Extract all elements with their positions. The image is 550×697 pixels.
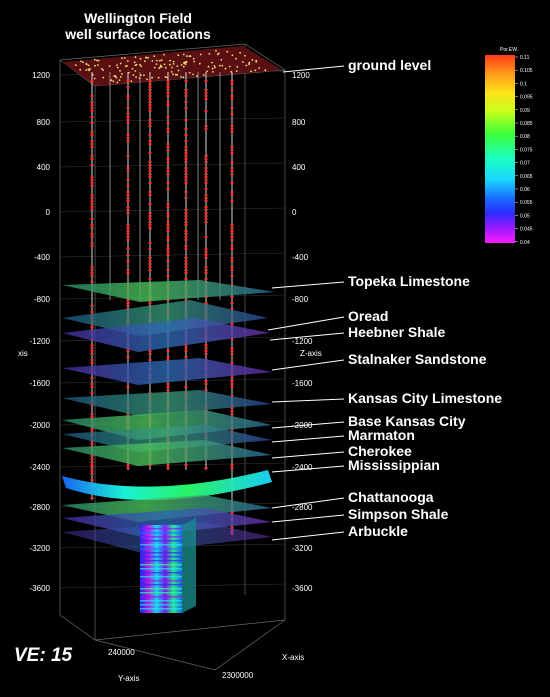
right-tick-label: -800 <box>292 295 309 304</box>
right-tick-label: 0 <box>292 208 297 217</box>
colorbar-ramp <box>485 55 515 243</box>
colorbar-tick: 0.11 <box>520 55 530 61</box>
figure-title: Wellington Field well surface locations <box>38 10 238 42</box>
colorbar-tick: 0.045 <box>520 227 533 233</box>
y-axis-label: Y-axis <box>118 674 140 683</box>
horizon-label: Kansas City Limestone <box>348 390 502 406</box>
surface-kansas-city <box>62 390 272 416</box>
colorbar: Por.EW. 0.11 0.105 0.1 0.095 0.09 0.085 0.08 0.… <box>485 47 533 246</box>
surface-oread <box>62 300 268 336</box>
colorbar-tick: 0.07 <box>520 161 530 167</box>
left-tick-label: -2800 <box>30 503 51 512</box>
right-depth-ticks: 12008004000-400-800-1200-1600-2000-2400-… <box>292 71 313 593</box>
horizon-label: Mississippian <box>348 457 440 473</box>
colorbar-tick: 0.055 <box>520 200 533 206</box>
horizon-label: Oread <box>348 308 388 324</box>
z-axis-label: Z-axis <box>300 349 322 358</box>
colorbar-tick: 0.065 <box>520 174 533 180</box>
horizon-label: ground level <box>348 57 431 73</box>
left-tick-label: 800 <box>37 118 51 127</box>
well-traces <box>90 72 234 535</box>
surface-stalnaker <box>62 358 272 385</box>
ground-surface <box>62 46 282 86</box>
right-tick-label: -1200 <box>292 337 313 346</box>
well-surface-locations <box>74 49 267 84</box>
left-tick-label: 0 <box>46 208 51 217</box>
right-tick-label: -1600 <box>292 379 313 388</box>
surface-heebner <box>62 318 270 352</box>
colorbar-tick: 0.105 <box>520 68 533 74</box>
colorbar-tick: 0.085 <box>520 121 533 127</box>
surface-topeka <box>62 280 275 302</box>
bounding-box <box>59 43 287 671</box>
colorbar-tick: 0.095 <box>520 95 533 101</box>
horizon-label: Simpson Shale <box>348 506 449 522</box>
left-axis-label: xis <box>18 349 28 358</box>
title-line-2: well surface locations <box>65 26 211 42</box>
left-tick-label: -2000 <box>30 421 51 430</box>
colorbar-tick: 0.04 <box>520 240 530 246</box>
colorbar-tick: 0.05 <box>520 213 530 219</box>
right-tick-label: 800 <box>292 118 306 127</box>
right-tick-label: -2400 <box>292 463 313 472</box>
horizon-label: Base Kansas City <box>348 413 466 429</box>
left-tick-label: -3200 <box>30 544 51 553</box>
horizon-label: Cherokee <box>348 443 412 459</box>
colorbar-title: Por.EW. <box>500 47 518 53</box>
left-tick-label: -800 <box>34 295 51 304</box>
horizon-surfaces <box>62 280 275 552</box>
left-tick-label: -1600 <box>30 379 51 388</box>
left-tick-label: -400 <box>34 253 51 262</box>
horizon-label: Marmaton <box>348 427 415 443</box>
left-tick-label: -1200 <box>30 337 51 346</box>
colorbar-tick: 0.06 <box>520 187 530 193</box>
right-tick-label: -3200 <box>292 544 313 553</box>
left-tick-label: 400 <box>37 163 51 172</box>
surface-cherokee <box>62 440 272 466</box>
x-axis-label: X-axis <box>282 653 304 662</box>
horizon-label: Topeka Limestone <box>348 273 470 289</box>
left-tick-label: 1200 <box>32 71 50 80</box>
y-axis-tick: 240000 <box>108 648 135 657</box>
colorbar-tick: 0.08 <box>520 134 530 140</box>
horizon-label: Stalnaker Sandstone <box>348 351 487 367</box>
vertical-exaggeration: VE: 15 <box>14 645 73 666</box>
title-line-1: Wellington Field <box>84 10 192 26</box>
colorbar-tick: 0.075 <box>520 147 533 153</box>
right-tick-label: -2800 <box>292 503 313 512</box>
x-axis-tick: 2300000 <box>222 671 254 680</box>
horizon-label: Chattanooga <box>348 489 434 505</box>
porosity-volume <box>140 518 196 613</box>
right-tick-label: -3600 <box>292 584 313 593</box>
left-tick-label: -2400 <box>30 463 51 472</box>
right-tick-label: 1200 <box>292 71 310 80</box>
surface-mississippian <box>62 470 272 501</box>
right-tick-label: -400 <box>292 253 309 262</box>
colorbar-tick: 0.09 <box>520 108 530 114</box>
left-tick-label: -3600 <box>30 584 51 593</box>
horizon-label: Heebner Shale <box>348 324 445 340</box>
left-depth-ticks: 1200 800 400 0 -400 -800 -1200 -1600 -2000 -2400 -… <box>30 71 51 593</box>
horizon-label: Arbuckle <box>348 523 408 539</box>
horizon-labels: ground level Topeka Limestone OreadHeebner… <box>267 57 502 541</box>
colorbar-tick: 0.1 <box>520 81 527 87</box>
right-tick-label: 400 <box>292 163 306 172</box>
